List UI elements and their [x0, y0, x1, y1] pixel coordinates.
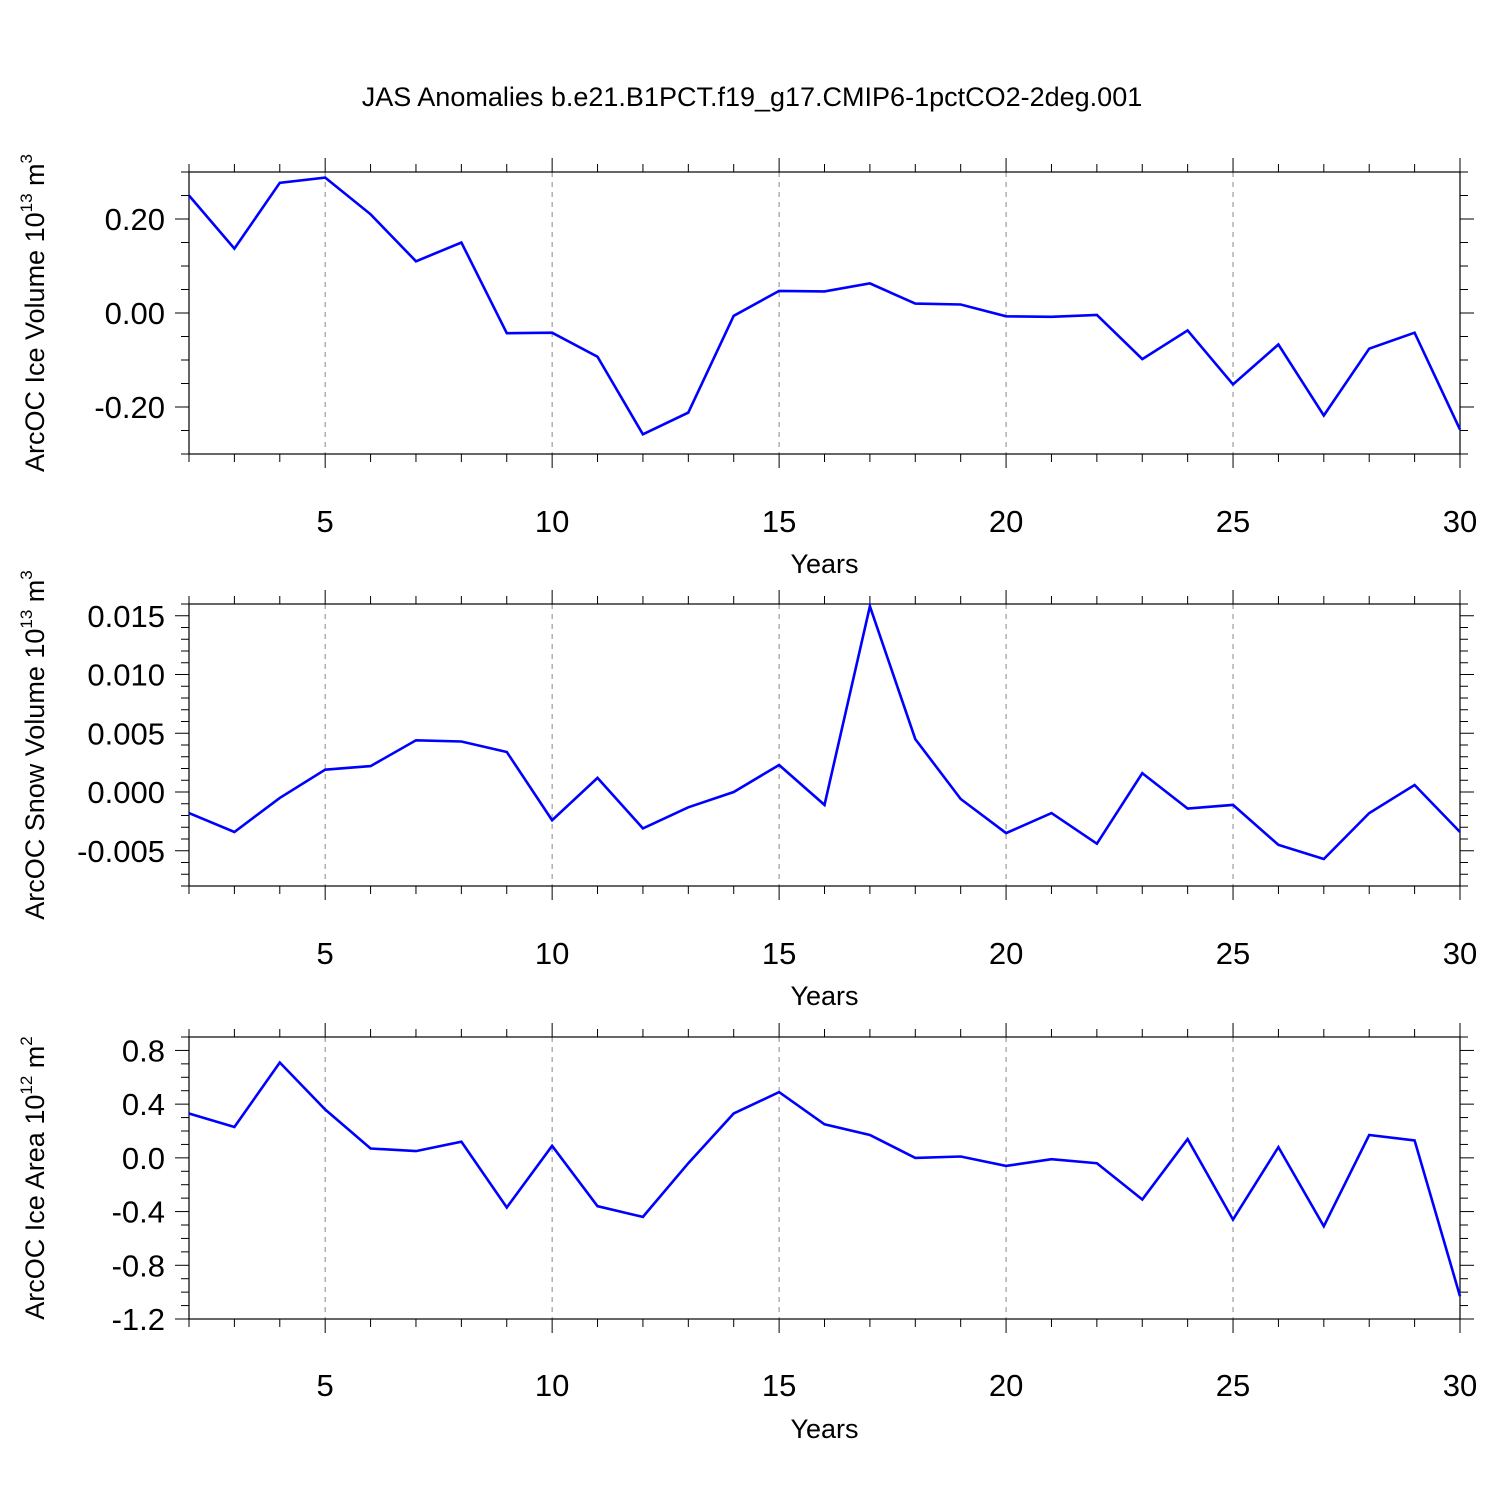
x-tick-label: 25: [1216, 1368, 1250, 1403]
y-tick-label: 0.0: [122, 1141, 165, 1176]
y-tick-label: -1.2: [112, 1302, 165, 1337]
x-tick-label: 15: [762, 936, 796, 971]
y-tick-label: -0.8: [112, 1248, 165, 1283]
x-tick-label: 5: [317, 936, 334, 971]
x-tick-label: 25: [1216, 504, 1250, 539]
x-tick-label: 10: [535, 504, 569, 539]
y-tick-label: 0.000: [87, 775, 165, 810]
chart-title: JAS Anomalies b.e21.B1PCT.f19_g17.CMIP6-…: [362, 82, 1142, 112]
x-tick-label: 10: [535, 936, 569, 971]
x-tick-label: 5: [317, 1368, 334, 1403]
x-tick-label: 15: [762, 504, 796, 539]
x-tick-label: 30: [1443, 936, 1477, 971]
panels: -0.20 0.00 0.20 5 10 15 20 25 30 Years ArcOC Ice V…: [17, 154, 1477, 1444]
plot-frame: [189, 604, 1460, 886]
x-tick-label: 25: [1216, 936, 1250, 971]
plot-frame: [189, 172, 1460, 454]
y-axis-label: ArcOC Snow Volume 1013 m3: [17, 570, 50, 920]
y-tick-label: 0.010: [87, 658, 165, 693]
y-axis-label: ArcOC Ice Area 1012 m2: [17, 1036, 50, 1320]
x-tick-label: 30: [1443, 1368, 1477, 1403]
x-tick-label: 30: [1443, 504, 1477, 539]
y-axis-label: ArcOC Ice Volume 1013 m3: [17, 154, 50, 472]
x-tick-label: 10: [535, 1368, 569, 1403]
x-tick-label: 5: [317, 504, 334, 539]
x-tick-label: 20: [989, 1368, 1023, 1403]
y-tick-label: 0.00: [105, 296, 165, 331]
y-tick-label: 0.4: [122, 1087, 165, 1122]
y-tick-label: 0.005: [87, 716, 165, 751]
x-axis-label: Years: [790, 549, 858, 579]
y-tick-label: -0.4: [112, 1195, 165, 1230]
series-line: [189, 178, 1460, 435]
y-tick-label: 0.20: [105, 202, 165, 237]
series-line: [189, 606, 1460, 859]
panel-1: -0.20 0.00 0.20 5 10 15 20 25 30 Years ArcOC Ice V…: [17, 154, 1477, 579]
plot-frame: [189, 1037, 1460, 1319]
x-tick-label: 20: [989, 504, 1023, 539]
y-tick-label: 0.015: [87, 599, 165, 634]
x-tick-label: 15: [762, 1368, 796, 1403]
panel-2: -0.005 0.000 0.005 0.010 0.015 5 10 15 20 25 30 Yea…: [17, 570, 1477, 1011]
panel-3: -1.2 -0.8 -0.4 0.0 0.4 0.8 5 10 15 20 25 30 Years Arc…: [17, 1023, 1477, 1444]
series-line: [189, 1063, 1460, 1297]
x-axis-label: Years: [790, 1414, 858, 1444]
y-tick-label: 0.8: [122, 1033, 165, 1068]
y-tick-label: -0.005: [77, 834, 165, 869]
x-tick-label: 20: [989, 936, 1023, 971]
x-axis-label: Years: [790, 981, 858, 1011]
y-tick-label: -0.20: [94, 390, 165, 425]
